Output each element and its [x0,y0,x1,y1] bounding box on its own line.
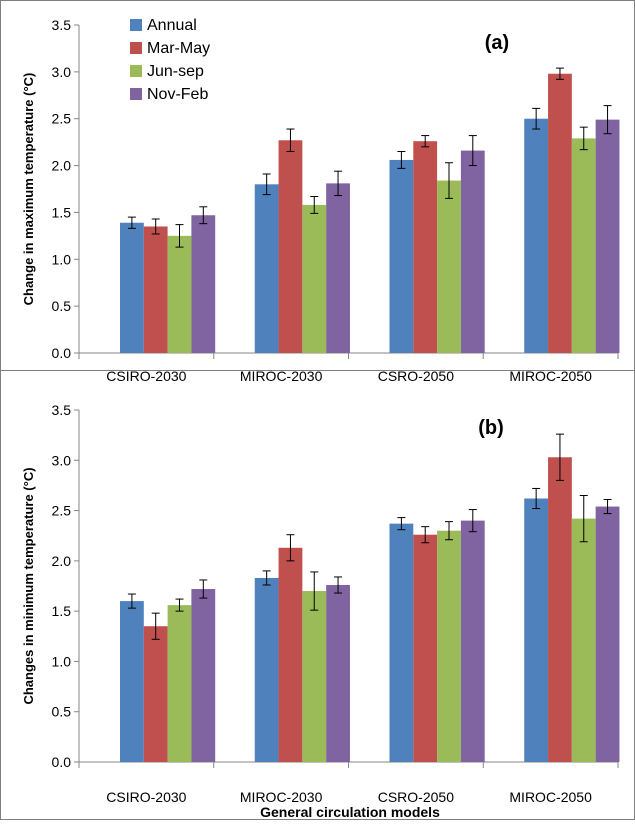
bar [389,523,414,762]
bar [413,534,438,762]
legend-swatch [130,65,142,77]
x-tick-label: MIROC-2050 [509,789,592,805]
bar [326,584,350,762]
y-tick-label: 2.5 [52,111,72,127]
legend-swatch [130,19,142,31]
x-tick-label: CSRO-2050 [378,789,454,805]
bar [278,140,303,353]
y-tick-label: 2.0 [52,553,72,569]
y-tick-label: 0.5 [52,704,72,720]
panel-b: 0.0 0.5 1.0 1.5 2.0 2.5 3.0 3.5 Changes in minim… [21,402,620,820]
panel-label: (a) [485,32,509,54]
y-tick-label: 0.0 [52,754,72,770]
x-axis-title: General circulation models [260,804,440,820]
x-tick-label: MIROC-2030 [240,368,323,384]
bar [191,589,216,762]
legend-swatch [130,42,142,54]
x-tick-label: MIROC-2030 [240,789,323,805]
panel-label: (b) [478,417,504,439]
panel-a: 0.0 0.5 1.0 1.5 2.0 2.5 3.0 3.5 Change in maximu… [21,17,620,384]
bar [278,547,303,762]
legend-label: Annual [147,17,197,34]
bar [437,180,461,353]
bar [595,506,620,762]
x-tick-label: CSIRO-2030 [106,789,186,805]
y-tick-label: 3.0 [52,64,72,80]
bar [143,226,168,353]
bar [389,159,414,353]
bar [460,150,485,353]
bar [191,215,216,353]
y-tick-label: 3.5 [52,402,72,418]
bar [120,601,144,762]
bar [302,591,327,762]
y-tick-label: 3.5 [52,17,72,33]
y-tick-label: 1.5 [52,603,72,619]
y-axis-title: Changes in minimum temperature (°C) [21,467,36,704]
y-tick-label: 1.5 [52,204,72,220]
y-tick-label: 1.0 [52,251,72,267]
y-tick-label: 1.0 [52,653,72,669]
y-axis-title: Change in maximum temperature (°C) [21,73,36,306]
bar [437,530,461,762]
bar [524,498,549,762]
bar [524,118,549,353]
x-tick-label: CSIRO-2030 [106,368,186,384]
y-tick-label: 2.0 [52,158,72,174]
bar [595,119,620,353]
legend-label: Nov-Feb [147,86,208,103]
bar [167,605,192,762]
x-tick-label: MIROC-2050 [509,368,592,384]
bar [326,183,350,353]
bar [548,73,572,353]
y-tick-label: 0.5 [52,298,72,314]
legend-label: Mar-May [147,40,210,57]
legend: Annual Mar-May Jun-sep Nov-Feb [130,17,210,103]
y-tick-label: 2.5 [52,503,72,519]
y-tick-label: 3.0 [52,452,72,468]
bar [548,457,572,762]
bar [302,204,327,353]
bar [571,138,596,353]
bar [120,222,144,353]
legend-label: Jun-sep [147,63,204,80]
bar [413,141,438,353]
y-tick-label: 0.0 [52,345,72,361]
bar [167,235,192,353]
bar [460,520,485,762]
legend-swatch [130,88,142,100]
x-tick-label: CSRO-2050 [378,368,454,384]
bar [143,626,168,762]
bar [254,184,279,353]
bar [254,577,279,762]
bar [571,518,596,762]
